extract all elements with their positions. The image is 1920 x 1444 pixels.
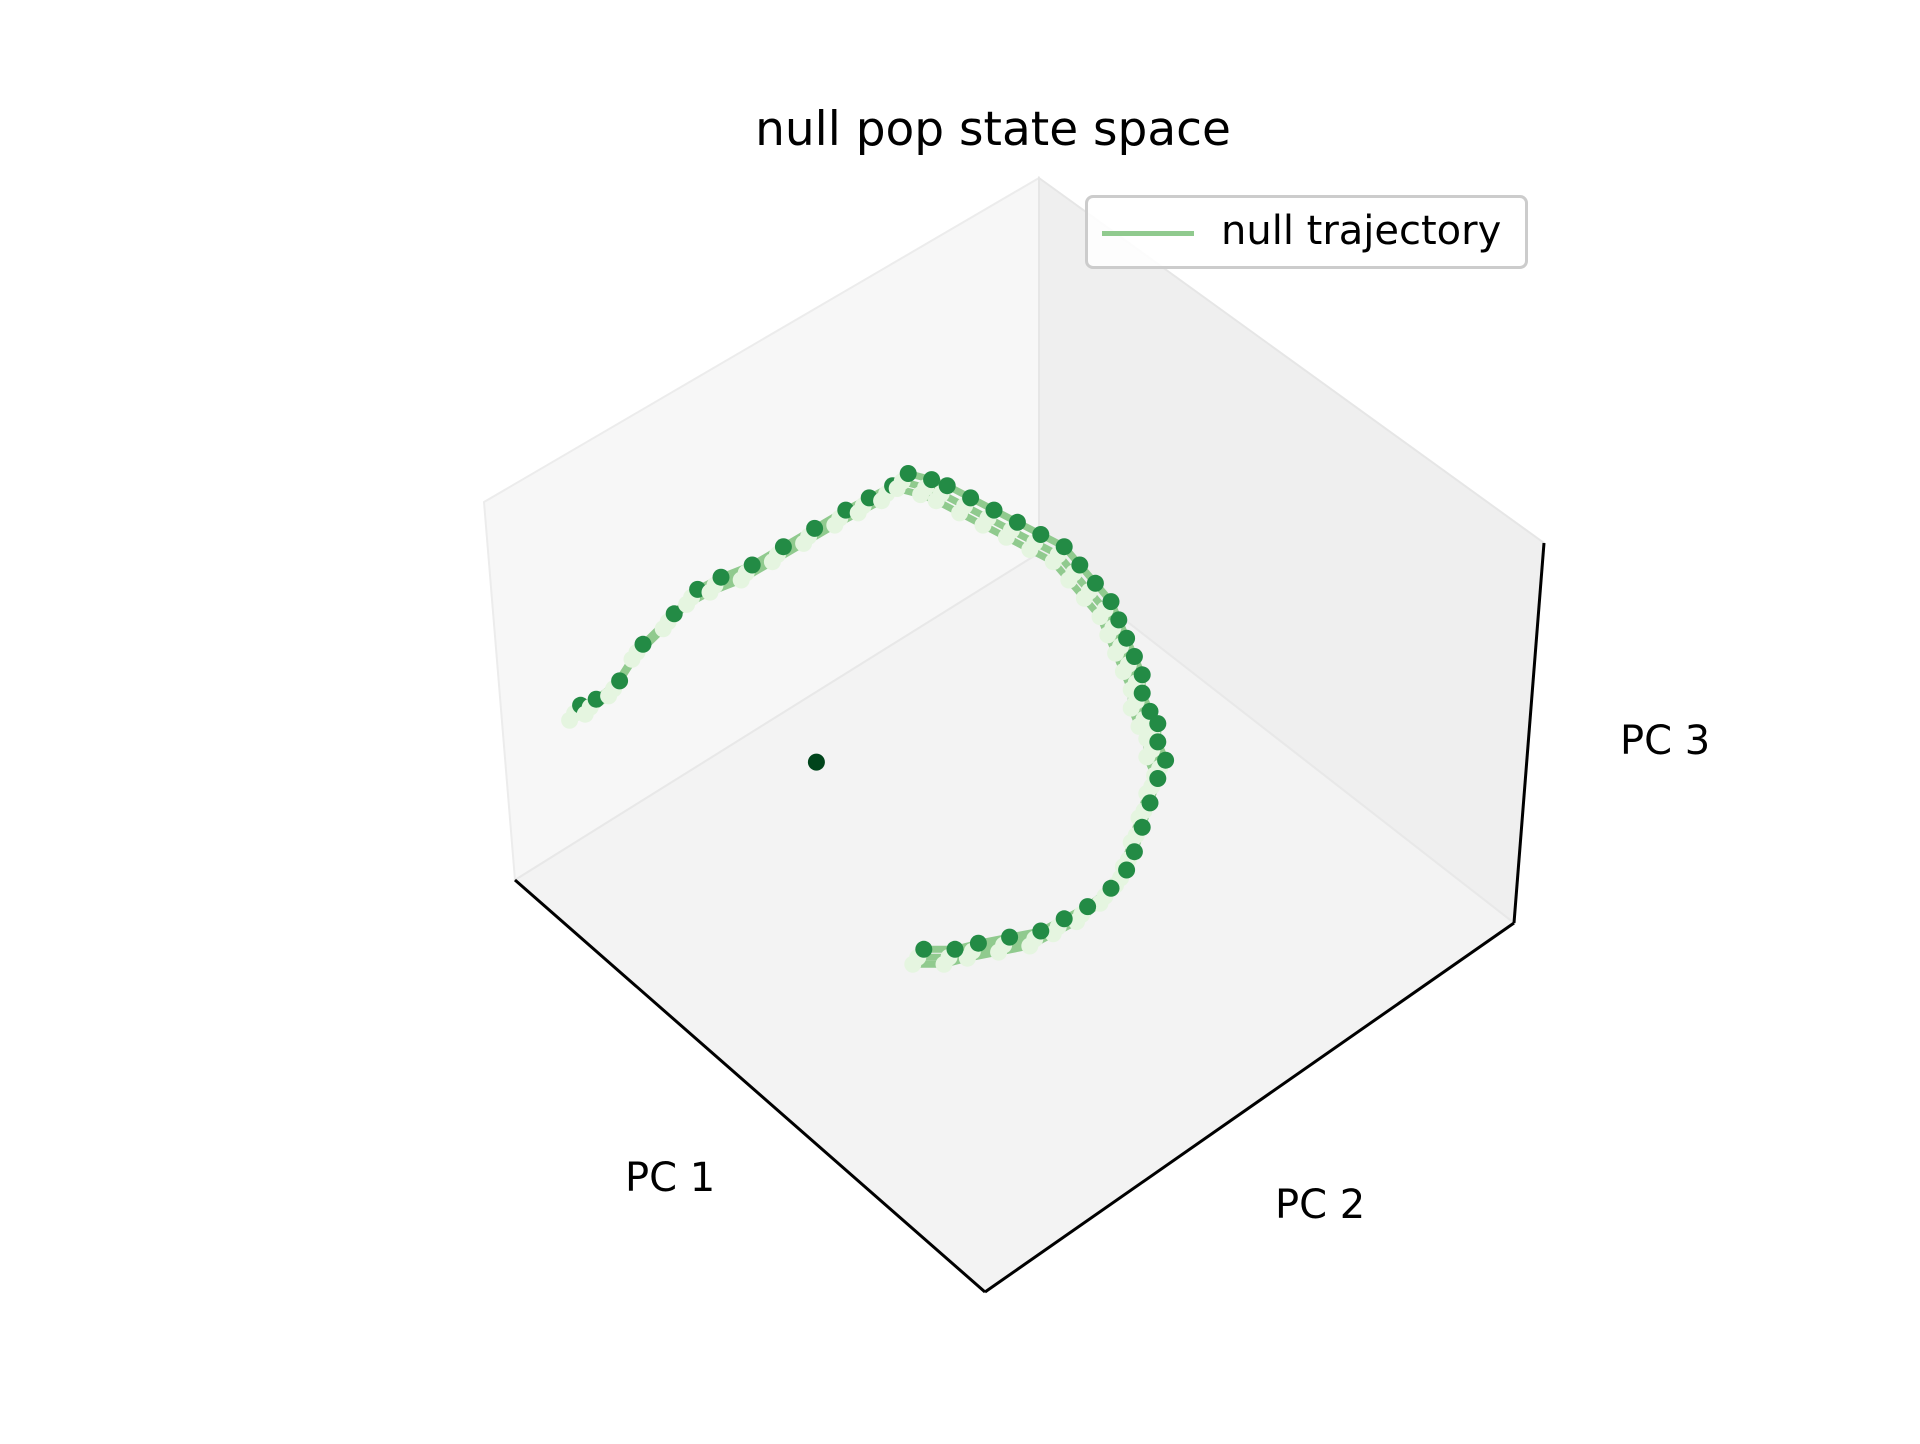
data-point <box>744 557 761 574</box>
data-point <box>655 620 672 637</box>
data-point <box>1149 770 1166 787</box>
data-point <box>713 569 730 586</box>
data-point <box>1009 514 1026 531</box>
data-point <box>1099 626 1116 643</box>
data-point <box>1021 541 1038 558</box>
data-point <box>998 529 1015 546</box>
data-point <box>795 535 812 552</box>
legend-label: null trajectory <box>1221 208 1501 254</box>
data-point <box>733 572 750 589</box>
data-point <box>928 492 945 509</box>
data-point <box>1076 590 1093 607</box>
data-point <box>1149 715 1166 732</box>
data-point <box>1110 611 1127 628</box>
data-point <box>936 956 953 973</box>
data-point <box>1157 752 1174 769</box>
data-point <box>1087 575 1104 592</box>
data-point <box>1032 526 1049 543</box>
chart-title: null pop state space <box>0 102 1920 157</box>
data-point <box>702 584 719 601</box>
pc1-axis-label: PC 1 <box>625 1155 715 1201</box>
data-point <box>764 553 781 570</box>
isolated-data-point <box>808 754 825 771</box>
data-point <box>900 465 917 482</box>
data-point <box>904 956 921 973</box>
data-point <box>678 596 695 613</box>
data-point <box>889 480 906 497</box>
data-point <box>577 706 594 723</box>
pc3-axis-label: PC 3 <box>1620 718 1710 764</box>
data-point <box>912 486 929 503</box>
data-point <box>986 502 1003 519</box>
pc2-axis-label: PC 2 <box>1275 1182 1365 1228</box>
data-point <box>1056 910 1073 927</box>
data-point <box>1126 843 1143 860</box>
data-point <box>1142 794 1159 811</box>
data-point <box>850 504 867 521</box>
data-point <box>1056 538 1073 555</box>
data-point <box>1123 700 1140 717</box>
data-point <box>915 941 932 958</box>
data-point <box>1115 663 1132 680</box>
data-point <box>975 517 992 534</box>
data-point <box>635 636 652 653</box>
data-point <box>624 651 641 668</box>
data-point <box>1032 923 1049 940</box>
data-point <box>1118 630 1135 647</box>
data-point <box>826 517 843 534</box>
data-point <box>923 471 940 488</box>
data-point <box>1118 862 1135 879</box>
data-point <box>775 538 792 555</box>
data-point <box>1149 733 1166 750</box>
data-point <box>806 520 823 537</box>
data-point <box>561 712 578 729</box>
data-point <box>1134 685 1151 702</box>
data-point <box>1134 666 1151 683</box>
data-point <box>1138 748 1155 765</box>
data-point <box>1126 648 1143 665</box>
data-point <box>947 941 964 958</box>
data-point <box>1103 593 1120 610</box>
data-point <box>962 489 979 506</box>
data-point <box>1060 572 1077 589</box>
data-point <box>1107 645 1124 662</box>
data-point <box>1001 929 1018 946</box>
legend: null trajectory <box>1085 195 1528 269</box>
data-point <box>939 477 956 494</box>
data-point <box>1092 608 1109 625</box>
data-point <box>1071 557 1088 574</box>
data-point <box>990 944 1007 961</box>
data-point <box>1079 898 1096 915</box>
data-point <box>600 687 617 704</box>
data-point <box>873 492 890 509</box>
data-point <box>611 672 628 689</box>
data-point <box>951 504 968 521</box>
data-point <box>1045 553 1062 570</box>
data-point <box>1021 938 1038 955</box>
data-point <box>970 935 987 952</box>
data-point <box>1103 880 1120 897</box>
data-point <box>1134 819 1151 836</box>
legend-swatch <box>1102 231 1194 236</box>
